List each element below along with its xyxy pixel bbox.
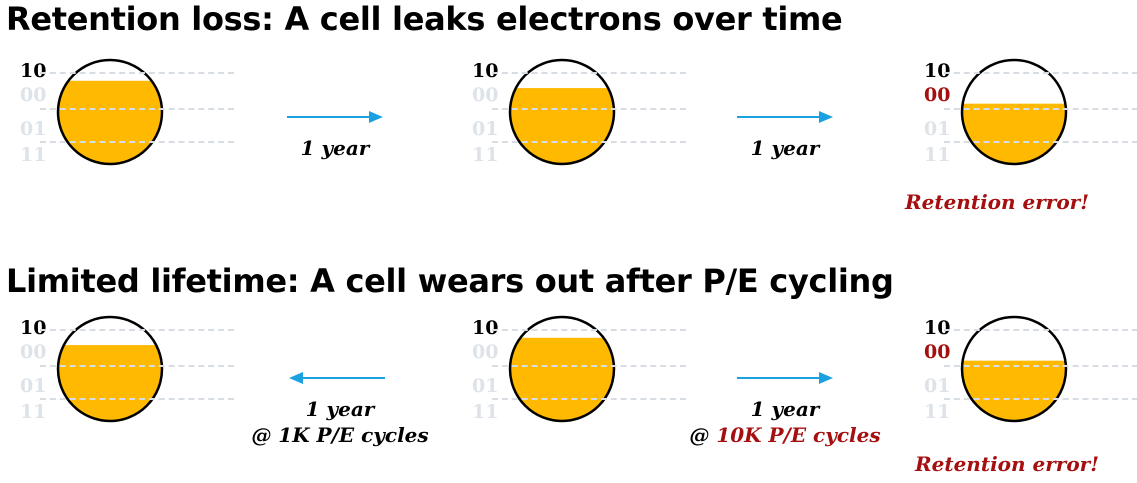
cell-outline	[56, 315, 164, 423]
cell-outline	[508, 315, 616, 423]
threshold-line	[492, 72, 686, 74]
level-label: 01	[472, 118, 499, 140]
flash-cell: 10 00 01 11	[922, 58, 1137, 190]
charge-fill	[58, 80, 162, 164]
level-label: 00	[20, 341, 47, 363]
pe-cycles-value: 10K P/E cycles	[716, 423, 881, 447]
cell-circle-icon	[960, 58, 1068, 166]
caption-prefix: @	[251, 423, 279, 447]
threshold-line	[944, 365, 1137, 367]
level-label: 01	[472, 375, 499, 397]
cell-outline	[960, 58, 1068, 166]
arrow-left-icon	[289, 372, 385, 384]
flash-cell: 10 00 01 11	[922, 315, 1137, 447]
threshold-line	[40, 398, 234, 400]
level-label: 11	[924, 401, 951, 423]
level-label: 11	[472, 144, 499, 166]
retention-title: Retention loss: A cell leaks electrons o…	[6, 0, 843, 38]
flash-cell: 10 00 01 11	[18, 315, 238, 447]
lifetime-title: Limited lifetime: A cell wears out after…	[6, 262, 894, 300]
charge-fill	[962, 360, 1066, 421]
cell-circle-icon	[960, 315, 1068, 423]
cell-outline	[56, 58, 164, 166]
threshold-line	[40, 72, 234, 74]
level-label: 01	[20, 118, 47, 140]
threshold-line	[40, 141, 234, 143]
level-label: 01	[924, 118, 951, 140]
caption-line-duration: 1 year	[305, 397, 375, 421]
level-label: 10	[20, 317, 47, 339]
level-label: 00	[924, 84, 951, 106]
charge-fill	[962, 103, 1066, 164]
cell-circle-icon	[508, 58, 616, 166]
flash-cell: 10 00 01 11	[18, 58, 238, 190]
cell-circle-icon	[56, 315, 164, 423]
flash-cell: 10 00 01 11	[470, 58, 690, 190]
charge-fill	[510, 337, 614, 421]
flash-cell: 10 00 01 11	[470, 315, 690, 447]
threshold-line	[492, 365, 686, 367]
level-label: 10	[924, 60, 951, 82]
caption-line-duration: 1 year	[750, 397, 820, 421]
level-label: 10	[472, 60, 499, 82]
threshold-line	[944, 329, 1137, 331]
level-label: 11	[924, 144, 951, 166]
level-label: 00	[20, 84, 47, 106]
threshold-line	[40, 108, 234, 110]
cell-circle-icon	[56, 58, 164, 166]
level-label: 10	[20, 60, 47, 82]
cell-circle-icon	[508, 315, 616, 423]
threshold-line	[40, 329, 234, 331]
arrow-right-icon	[287, 111, 383, 123]
caption-line-cycles: @ 10K P/E cycles	[660, 422, 910, 448]
caption-line-cycles: @ 1K P/E cycles	[215, 422, 465, 448]
level-label: 11	[20, 144, 47, 166]
level-label: 10	[472, 317, 499, 339]
level-label: 11	[20, 401, 47, 423]
threshold-line	[944, 398, 1137, 400]
cell-outline	[960, 315, 1068, 423]
threshold-line	[492, 141, 686, 143]
level-label: 11	[472, 401, 499, 423]
threshold-line	[492, 329, 686, 331]
threshold-line	[944, 141, 1137, 143]
level-label: 00	[472, 341, 499, 363]
arrow-caption: 1 year @ 1K P/E cycles	[215, 396, 465, 448]
threshold-line	[492, 398, 686, 400]
arrow-caption: 1 year	[750, 136, 820, 160]
retention-error-label: Retention error!	[915, 452, 1099, 476]
arrow-right-icon	[737, 372, 833, 384]
level-label: 00	[472, 84, 499, 106]
threshold-line	[40, 365, 234, 367]
threshold-line	[944, 72, 1137, 74]
level-label: 01	[20, 375, 47, 397]
threshold-line	[944, 108, 1137, 110]
arrow-right-icon	[737, 111, 833, 123]
charge-fill	[58, 345, 162, 421]
level-label: 01	[924, 375, 951, 397]
charge-fill	[510, 88, 614, 164]
arrow-caption: 1 year	[300, 136, 370, 160]
level-label: 10	[924, 317, 951, 339]
pe-cycles-value: 1K P/E cycles	[278, 423, 429, 447]
arrow-caption: 1 year @ 10K P/E cycles	[660, 396, 910, 448]
cell-outline	[508, 58, 616, 166]
level-label: 00	[924, 341, 951, 363]
retention-error-label: Retention error!	[905, 190, 1089, 214]
threshold-line	[492, 108, 686, 110]
caption-prefix: @	[689, 423, 717, 447]
